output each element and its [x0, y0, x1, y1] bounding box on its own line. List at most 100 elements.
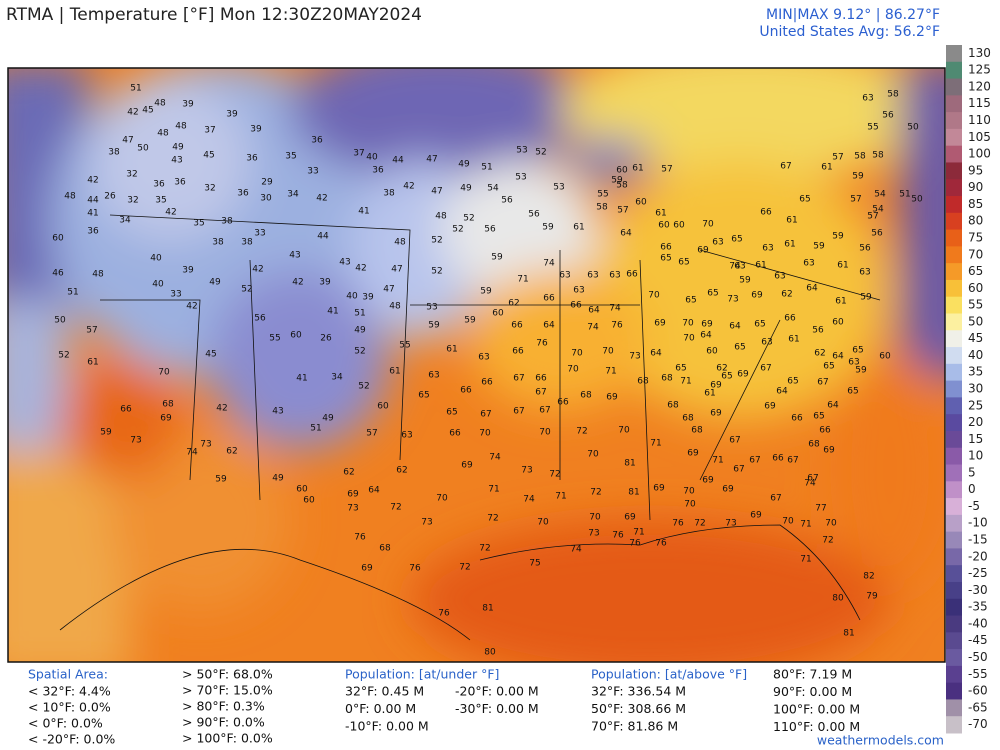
station-temperature: 73	[727, 295, 738, 305]
colorbar-label: -5	[968, 499, 980, 513]
station-temperature: 71	[605, 367, 616, 377]
colorbar-label: 70	[968, 247, 983, 261]
station-temperature: 72	[459, 563, 470, 573]
station-temperature: 52	[358, 382, 369, 392]
station-temperature: 76	[536, 339, 548, 349]
footer-item: -10°F: 0.00 M	[345, 719, 429, 734]
station-temperature: 56	[812, 326, 824, 336]
footer-item: 0°F: 0.00 M	[345, 701, 416, 716]
footer-item: 32°F: 336.54 M	[591, 684, 686, 699]
station-temperature: 70	[683, 334, 695, 344]
station-temperature: 48	[175, 122, 187, 132]
footer-item: > 100°F: 0.0%	[182, 731, 273, 746]
colorbar-cell	[946, 397, 962, 415]
station-temperature: 63	[428, 371, 439, 381]
station-temperature: 58	[854, 152, 866, 162]
colorbar-label: 40	[968, 348, 983, 362]
station-temperature: 76	[409, 564, 421, 574]
station-temperature: 76	[655, 539, 667, 549]
station-temperature: 67	[539, 406, 550, 416]
station-temperature: 74	[729, 262, 741, 272]
station-temperature: 52	[535, 148, 546, 158]
footer-item: < -20°F: 0.0%	[28, 732, 115, 747]
station-temperature: 34	[287, 190, 299, 200]
station-temperature: 53	[426, 303, 437, 313]
colorbar-label: 75	[968, 230, 983, 244]
station-temperature: 63	[559, 271, 570, 281]
station-temperature: 61	[837, 261, 848, 271]
station-temperature: 76	[611, 321, 623, 331]
station-temperature: 51	[310, 424, 321, 434]
station-temperature: 69	[710, 409, 722, 419]
station-temperature: 42	[403, 182, 414, 192]
station-temperature: 54	[487, 184, 499, 194]
station-temperature: 68	[667, 401, 679, 411]
station-temperature: 55	[597, 190, 608, 200]
station-temperature: 72	[479, 544, 490, 554]
colorbar-cell	[946, 112, 962, 130]
station-temperature: 54	[874, 190, 886, 200]
station-temperature: 73	[521, 466, 532, 476]
station-temperature: 59	[852, 172, 864, 182]
station-temperature: 51	[899, 190, 910, 200]
station-temperature: 81	[628, 488, 639, 498]
colorbar-label: -10	[968, 516, 988, 530]
station-temperature: 76	[612, 531, 624, 541]
station-temperature: 37	[204, 126, 215, 136]
colorbar-cell	[946, 45, 962, 63]
footer-item: < 32°F: 4.4%	[28, 684, 111, 699]
colorbar-label: -30	[968, 583, 988, 597]
station-temperature: 70	[702, 220, 714, 230]
station-temperature: 69	[823, 446, 835, 456]
station-temperature: 65	[675, 364, 686, 374]
station-temperature: 58	[596, 203, 608, 213]
station-temperature: 71	[680, 377, 691, 387]
station-temperature: 43	[272, 407, 283, 417]
station-temperature: 79	[866, 592, 878, 602]
station-temperature: 52	[58, 351, 69, 361]
station-temperature: 35	[285, 152, 296, 162]
station-temperature: 60	[616, 166, 628, 176]
station-temperature: 66	[760, 208, 772, 218]
colorbar-cell	[946, 632, 962, 650]
station-temperature: 59	[860, 293, 872, 303]
colorbar-label: 60	[968, 281, 983, 295]
station-temperature: 73	[200, 440, 211, 450]
temperature-field	[8, 68, 945, 662]
colorbar-cell	[946, 145, 962, 163]
station-temperature: 52	[431, 267, 442, 277]
colorbar-label: 15	[968, 432, 983, 446]
station-temperature: 44	[392, 156, 404, 166]
station-temperature: 66	[557, 398, 569, 408]
station-temperature: 72	[549, 470, 560, 480]
station-temperature: 70	[682, 319, 694, 329]
colorbar-cell	[946, 498, 962, 516]
station-temperature: 36	[311, 136, 323, 146]
station-temperature: 53	[515, 173, 526, 183]
station-temperature: 66	[784, 314, 796, 324]
station-temperature: 51	[67, 288, 78, 298]
station-temperature: 57	[86, 326, 97, 336]
colorbar-cell	[946, 699, 962, 717]
station-temperature: 52	[463, 214, 474, 224]
colorbar-cell	[946, 598, 962, 617]
station-temperature: 65	[799, 195, 810, 205]
station-temperature: 44	[87, 196, 99, 206]
station-temperature: 77	[815, 504, 826, 514]
footer-item: 50°F: 308.66 M	[591, 701, 686, 716]
station-temperature: 36	[237, 189, 249, 199]
station-temperature: 39	[182, 266, 194, 276]
colorbar-label: 65	[968, 264, 983, 278]
station-temperature: 61	[788, 335, 799, 345]
station-temperature: 56	[882, 111, 894, 121]
station-temperature: 40	[366, 153, 378, 163]
station-temperature: 65	[660, 254, 671, 264]
station-temperature: 65	[446, 408, 457, 418]
station-temperature: 70	[539, 428, 551, 438]
station-temperature: 71	[633, 528, 644, 538]
footer-heading: Population: [at/under °F]	[345, 667, 499, 682]
station-temperature: 64	[543, 321, 555, 331]
station-temperature: 81	[482, 604, 493, 614]
station-temperature: 68	[379, 544, 391, 554]
